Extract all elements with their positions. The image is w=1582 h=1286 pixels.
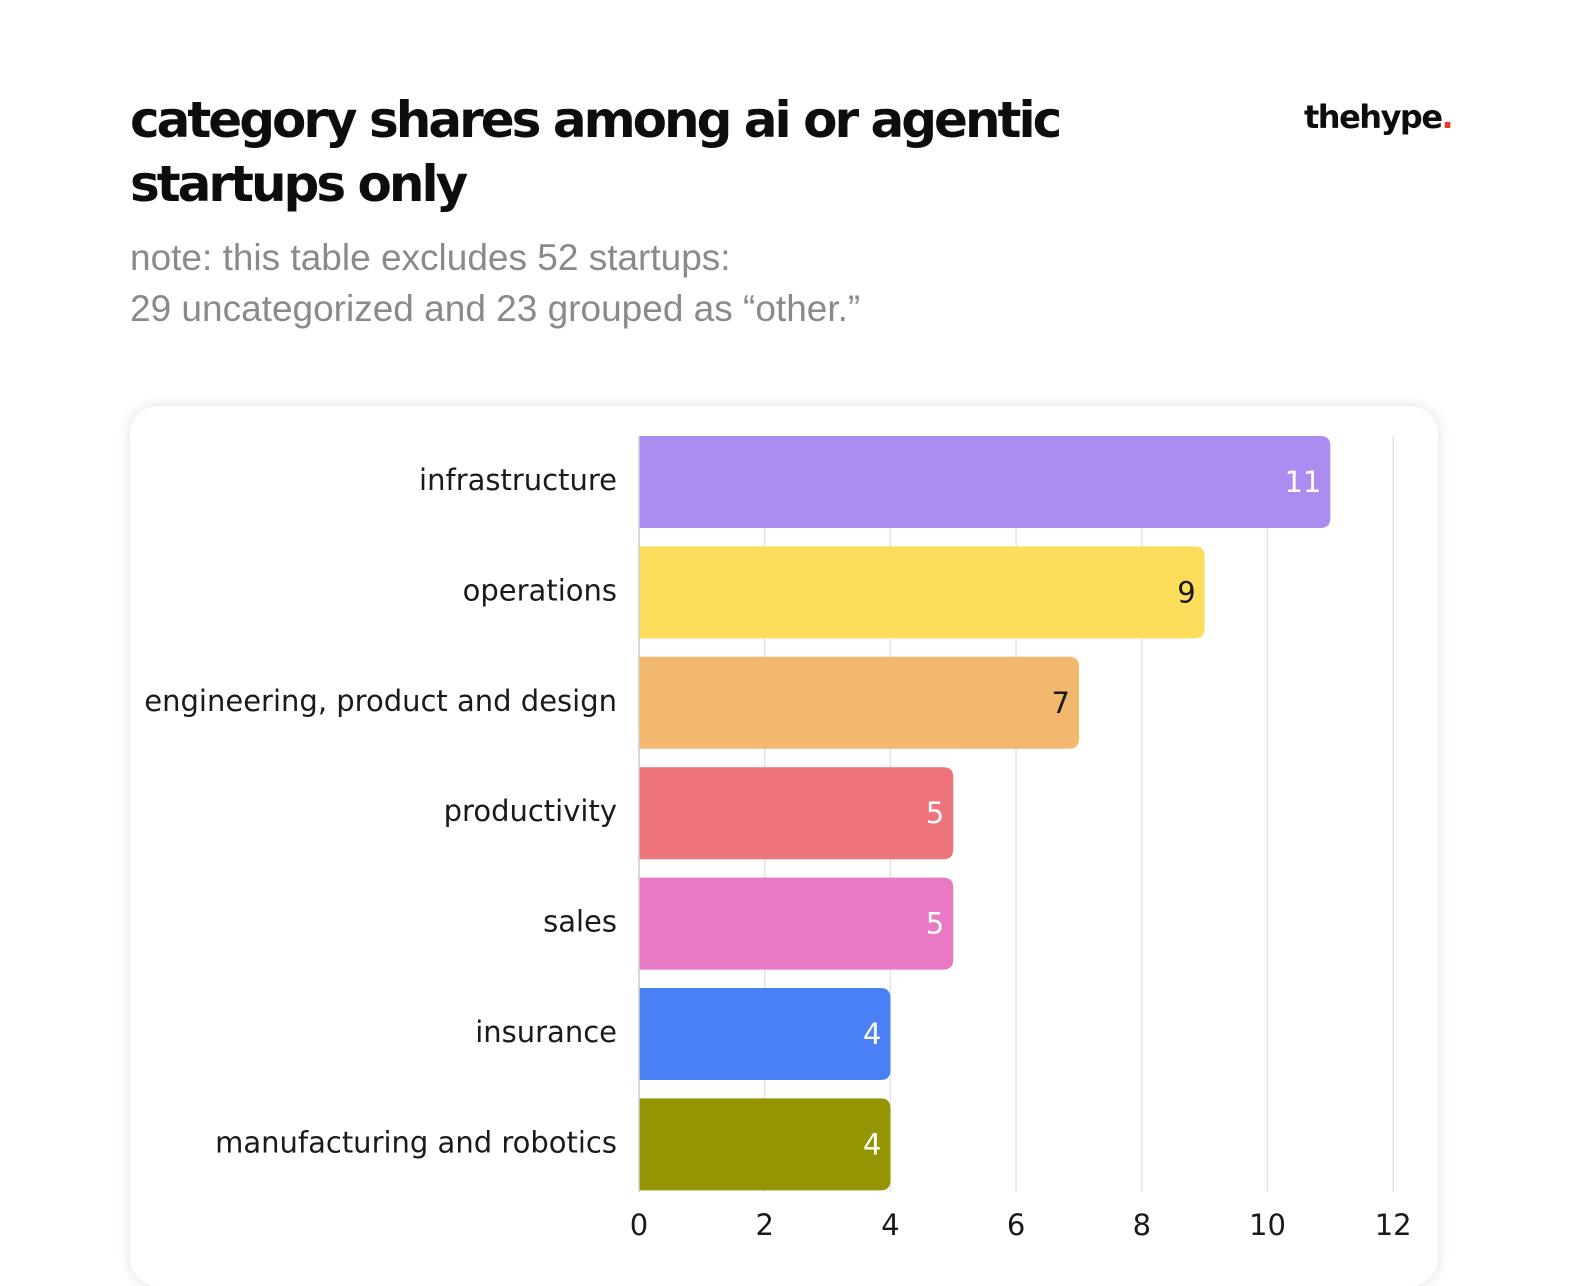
bar xyxy=(639,767,954,860)
chart-note: note: this table excludes 52 startups: 2… xyxy=(130,232,1030,334)
brand-logo: thehype. xyxy=(1304,98,1454,136)
note-line-1: note: this table excludes 52 startups: xyxy=(130,237,731,278)
category-label: infrastructure xyxy=(419,463,617,497)
x-tick-label: 8 xyxy=(1133,1208,1151,1242)
data-label: 7 xyxy=(1051,686,1069,720)
category-label: engineering, product and design xyxy=(144,684,617,718)
data-label: 4 xyxy=(863,1017,881,1051)
bar xyxy=(639,656,1079,749)
category-label: productivity xyxy=(444,794,617,828)
data-label: 9 xyxy=(1177,575,1195,609)
x-tick-label: 10 xyxy=(1249,1208,1286,1242)
data-label: 11 xyxy=(1284,465,1321,499)
note-line-2: 29 uncategorized and 23 grouped as “othe… xyxy=(130,288,861,329)
data-label: 5 xyxy=(926,796,944,830)
chart-title: category shares among ai or agentic star… xyxy=(130,91,1062,213)
x-tick-label: 12 xyxy=(1375,1208,1412,1242)
category-label: sales xyxy=(543,905,617,939)
data-label: 4 xyxy=(863,1127,881,1161)
bar xyxy=(639,988,891,1080)
category-label: manufacturing and robotics xyxy=(215,1125,617,1159)
logo-dot: . xyxy=(1441,98,1454,136)
x-tick-label: 4 xyxy=(881,1208,899,1242)
logo-text: thehype xyxy=(1304,98,1443,136)
x-tick-label: 2 xyxy=(755,1208,773,1242)
x-tick-label: 0 xyxy=(630,1208,648,1242)
category-label: operations xyxy=(463,573,617,607)
category-label: insurance xyxy=(475,1015,617,1049)
data-label: 5 xyxy=(926,907,944,941)
bar xyxy=(639,877,954,970)
bar xyxy=(639,546,1205,639)
bar xyxy=(639,1098,891,1191)
x-tick-label: 6 xyxy=(1007,1208,1025,1242)
bar xyxy=(639,436,1331,528)
